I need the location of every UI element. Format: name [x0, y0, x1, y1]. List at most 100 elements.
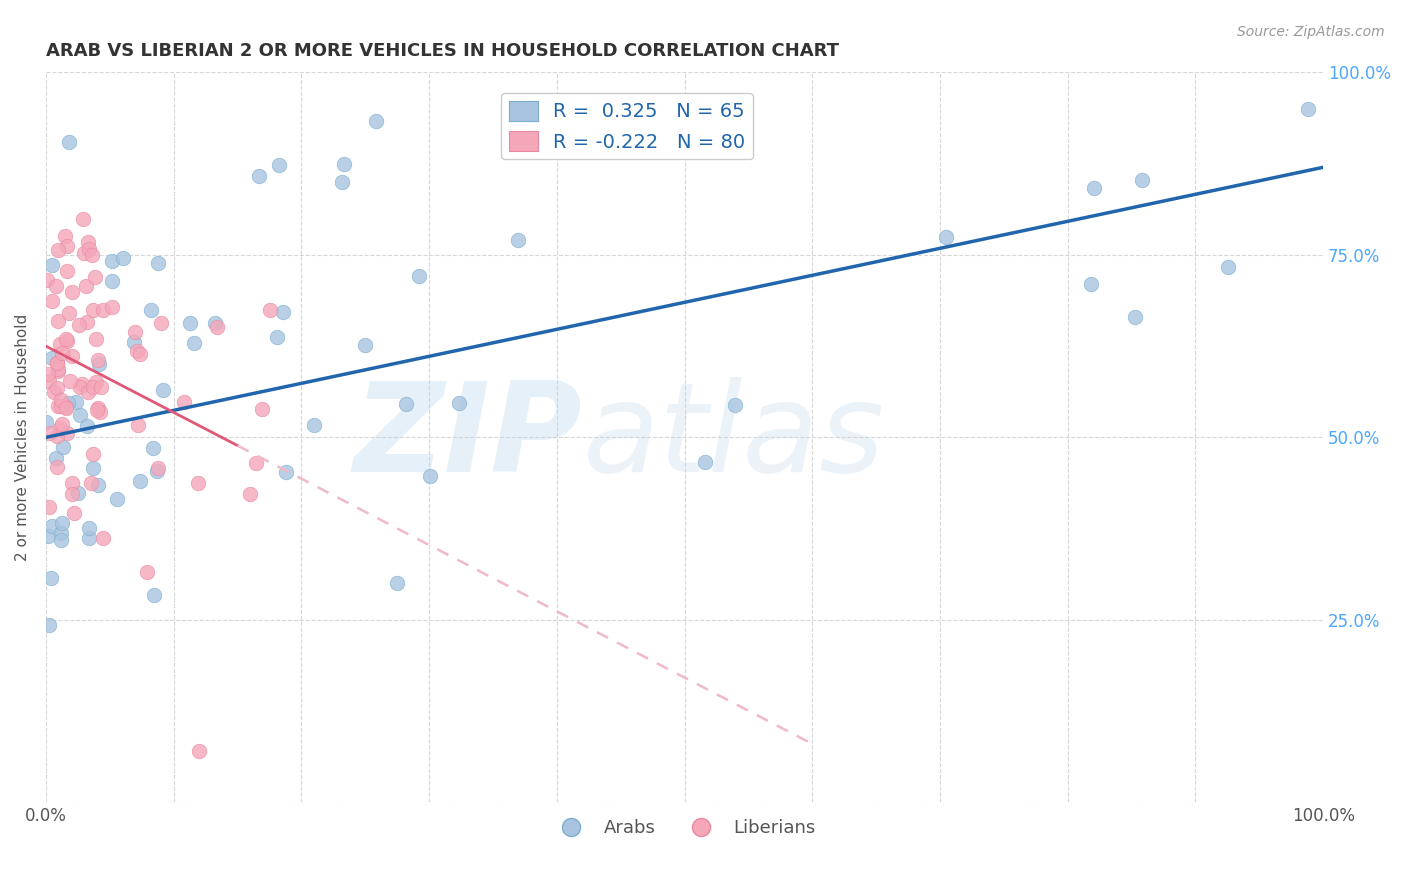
Point [82, 447, 104, 461]
Point [148, 256, 170, 270]
Point [395, 397, 418, 411]
Point [49, 421, 72, 435]
Point [38, 374, 60, 388]
Point [70, 377, 93, 392]
Point [35, 415, 58, 429]
Point [247, 169, 270, 183]
Point [56, 425, 79, 440]
Point [46, 459, 69, 474]
Point [55, 400, 77, 414]
Point [41, 293, 63, 308]
Point [101, 274, 124, 288]
Point [1130, 173, 1153, 187]
Point [447, 396, 470, 410]
Point [724, 398, 747, 412]
Point [45, 451, 67, 466]
Point [65, 395, 87, 409]
Point [46, 399, 69, 413]
Point [101, 254, 124, 268]
Point [41, 258, 63, 272]
Point [302, 418, 325, 433]
Point [179, 316, 201, 330]
Point [82, 303, 104, 318]
Point [706, 99, 728, 113]
Point [266, 330, 288, 344]
Point [60, 349, 83, 363]
Point [259, 302, 281, 317]
Point [125, 344, 148, 359]
Point [136, 565, 159, 579]
Point [69, 380, 91, 394]
Point [89, 357, 111, 371]
Point [55, 332, 77, 346]
Text: ZIP: ZIP [354, 376, 582, 498]
Point [173, 394, 195, 409]
Point [143, 588, 166, 602]
Point [37, 529, 59, 543]
Point [58, 135, 80, 149]
Point [333, 157, 356, 171]
Point [149, 316, 172, 330]
Point [128, 474, 150, 488]
Point [82, 460, 104, 475]
Point [105, 492, 128, 507]
Point [76, 384, 98, 399]
Point [508, 233, 530, 247]
Point [79, 521, 101, 535]
Point [46, 361, 69, 376]
Point [654, 127, 676, 141]
Point [49, 392, 72, 407]
Point [46, 381, 69, 395]
Text: atlas: atlas [582, 376, 884, 498]
Point [84, 375, 107, 389]
Point [695, 455, 717, 469]
Point [73, 245, 96, 260]
Point [38, 426, 60, 441]
Point [83, 270, 105, 285]
Point [79, 475, 101, 490]
Point [62, 506, 84, 520]
Point [69, 408, 91, 422]
Point [46, 356, 69, 370]
Point [245, 456, 267, 470]
Point [1123, 310, 1146, 325]
Point [267, 157, 290, 171]
Point [76, 315, 98, 329]
Point [38, 500, 60, 514]
Point [1218, 260, 1240, 274]
Point [77, 531, 100, 545]
Point [408, 268, 430, 283]
Point [100, 301, 122, 315]
Point [77, 243, 100, 257]
Point [59, 375, 82, 389]
Point [124, 325, 146, 339]
Point [49, 336, 72, 351]
Point [188, 744, 211, 758]
Point [86, 353, 108, 368]
Point [1296, 102, 1319, 116]
Point [48, 243, 70, 257]
Point [205, 320, 228, 334]
Point [46, 313, 69, 327]
Point [56, 334, 79, 348]
Point [152, 383, 174, 397]
Point [56, 238, 79, 252]
Point [53, 229, 76, 244]
Point [37, 368, 59, 382]
Point [127, 418, 149, 433]
Point [56, 395, 79, 409]
Point [141, 302, 163, 317]
Point [91, 531, 114, 545]
Point [55, 401, 77, 416]
Point [42, 385, 65, 400]
Point [204, 316, 226, 330]
Point [51, 417, 73, 431]
Point [72, 211, 94, 226]
Point [366, 113, 388, 128]
Point [67, 485, 90, 500]
Legend: Arabs, Liberians: Arabs, Liberians [546, 812, 823, 845]
Point [91, 302, 114, 317]
Point [82, 380, 104, 394]
Point [419, 469, 441, 483]
Point [51, 533, 73, 548]
